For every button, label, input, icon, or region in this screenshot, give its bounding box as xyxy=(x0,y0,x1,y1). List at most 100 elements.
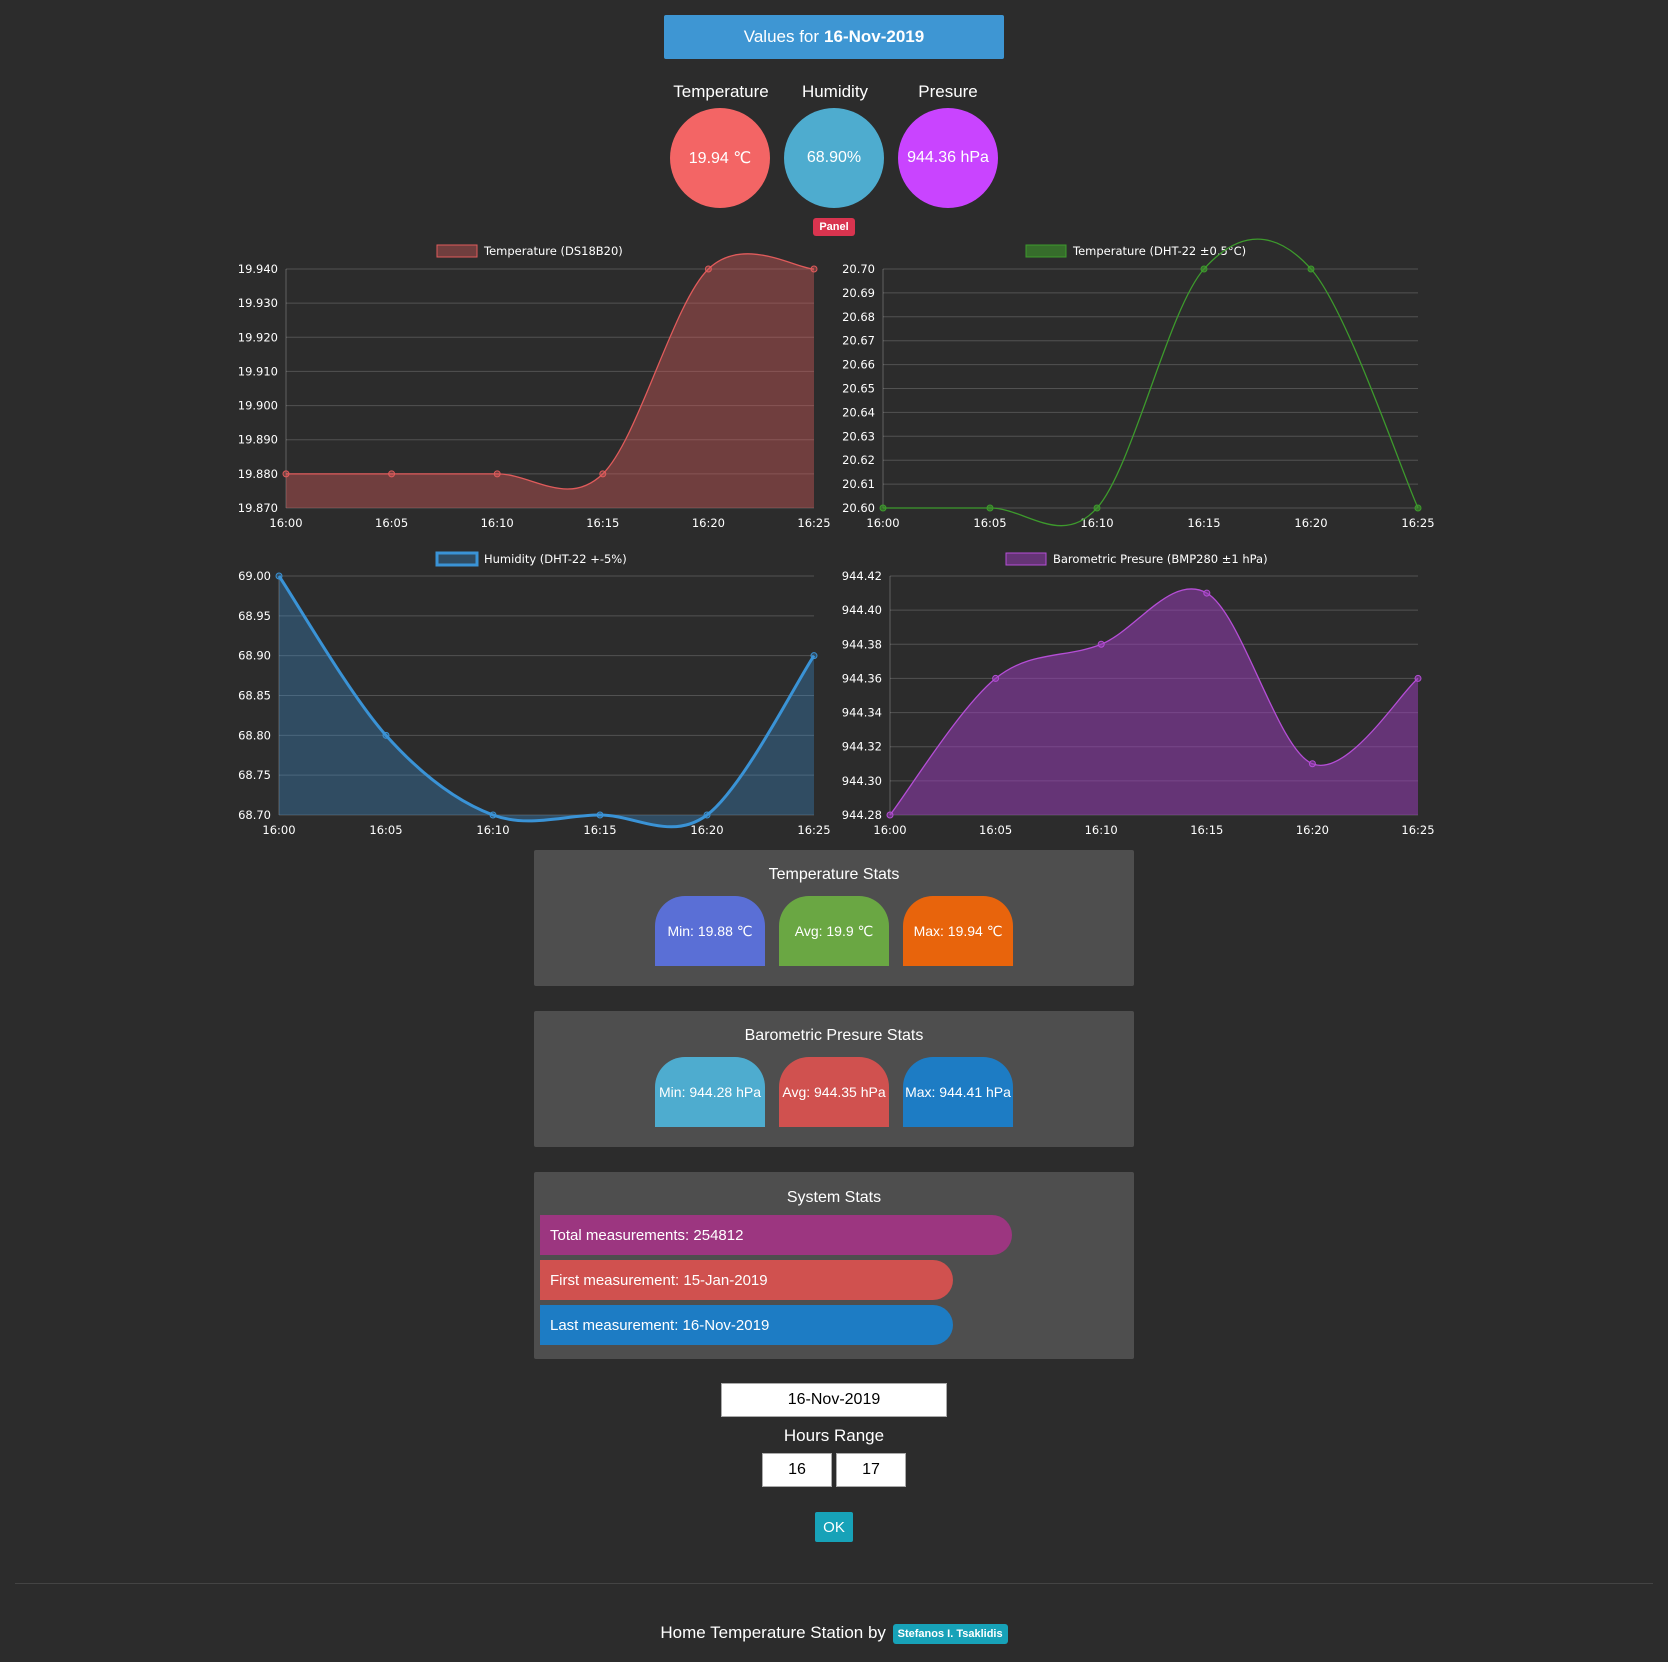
data-point xyxy=(388,470,396,478)
y-tick-label: 68.90 xyxy=(238,649,271,663)
x-tick-label: 16:20 xyxy=(1296,823,1329,837)
legend-swatch xyxy=(1005,552,1047,566)
y-tick-label: 944.34 xyxy=(842,706,882,720)
data-point xyxy=(986,504,994,512)
y-tick-label: 19.930 xyxy=(238,296,278,310)
data-point xyxy=(489,811,497,819)
y-tick-label: 20.69 xyxy=(842,286,875,300)
x-tick-label: 16:25 xyxy=(1401,516,1434,530)
first-measurement-bar: First measurement: 15-Jan-2019 xyxy=(540,1260,953,1300)
x-tick-label: 16:00 xyxy=(269,516,302,530)
date-input[interactable] xyxy=(721,1383,947,1417)
data-point xyxy=(1203,589,1211,597)
x-tick-label: 16:00 xyxy=(262,823,295,837)
data-point xyxy=(879,504,887,512)
x-tick-label: 16:15 xyxy=(1187,516,1220,530)
temperature-stats-title: Temperature Stats xyxy=(768,866,900,883)
pressure-avg-pill: Avg: 944.35 hPa xyxy=(779,1057,889,1127)
humidity-gauge-label: Humidity xyxy=(801,82,869,101)
data-point xyxy=(704,265,712,273)
legend-label: Barometric Presure (BMP280 ±1 hPa) xyxy=(1053,552,1268,566)
series-line xyxy=(889,588,1419,816)
x-tick-label: 16:25 xyxy=(797,516,830,530)
data-point xyxy=(1307,265,1315,273)
data-point xyxy=(493,470,501,478)
x-tick-label: 16:10 xyxy=(1085,823,1118,837)
footer-text: Home Temperature Station by xyxy=(660,1623,886,1642)
chart-2: Humidity (DHT-22 +-5%) 68.70 68.75 68.80 68.… xyxy=(238,551,831,837)
x-tick-label: 16:20 xyxy=(692,516,725,530)
temperature-gauge: 19.94 ℃ xyxy=(670,108,770,208)
chart-1: Temperature (DHT-22 ±0.5°C) 20.60 20.61 20.… xyxy=(842,238,1435,530)
y-tick-label: 20.68 xyxy=(842,310,875,324)
author-badge[interactable]: Stefanos I. Tsaklidis xyxy=(892,1623,1008,1644)
y-tick-label: 19.900 xyxy=(238,399,278,413)
x-tick-label: 16:05 xyxy=(973,516,1006,530)
data-point xyxy=(810,652,818,660)
x-tick-label: 16:20 xyxy=(1294,516,1327,530)
temperature-min-pill: Min: 19.88 ℃ xyxy=(655,896,765,966)
y-tick-label: 20.66 xyxy=(842,358,875,372)
y-tick-label: 20.67 xyxy=(842,334,875,348)
series-line xyxy=(883,238,1419,527)
y-tick-label: 20.65 xyxy=(842,382,875,396)
y-tick-label: 944.40 xyxy=(842,603,882,617)
pressure-stats-panel: Barometric Presure Stats Min: 944.28 hPa… xyxy=(534,1011,1134,1147)
y-tick-label: 944.28 xyxy=(842,808,882,822)
y-tick-label: 944.36 xyxy=(842,671,882,685)
x-tick-label: 16:10 xyxy=(1080,516,1113,530)
y-tick-label: 68.85 xyxy=(238,689,271,703)
chart-0: Temperature (DS18B20) 19.870 19.880 19.890 1… xyxy=(238,244,831,530)
data-point xyxy=(596,811,604,819)
y-tick-label: 944.38 xyxy=(842,637,882,651)
data-point xyxy=(1093,504,1101,512)
x-tick-label: 16:15 xyxy=(583,823,616,837)
legend-label: Temperature (DHT-22 ±0.5°C) xyxy=(1072,244,1246,258)
y-tick-label: 68.75 xyxy=(238,768,271,782)
date-title-banner: Values for 16-Nov-2019 xyxy=(664,15,1004,59)
data-point xyxy=(703,811,711,819)
series-area xyxy=(286,253,814,508)
data-point xyxy=(282,470,290,478)
y-tick-label: 68.95 xyxy=(238,609,271,623)
series-line xyxy=(277,575,816,829)
legend-label: Temperature (DS18B20) xyxy=(483,244,623,258)
system-stats-title: System Stats xyxy=(786,1189,882,1206)
data-point xyxy=(1097,640,1105,648)
data-point xyxy=(886,811,894,819)
data-point xyxy=(810,265,818,273)
legend-label: Humidity (DHT-22 +-5%) xyxy=(484,552,627,566)
pressure-stats-title: Barometric Presure Stats xyxy=(744,1027,924,1044)
total-measurements-bar: Total measurements: 254812 xyxy=(540,1215,1012,1255)
legend-swatch xyxy=(435,551,479,567)
pressure-gauge: 944.36 hPa xyxy=(898,108,998,208)
ok-button[interactable]: OK xyxy=(815,1512,853,1542)
last-measurement-bar: Last measurement: 16-Nov-2019 xyxy=(540,1305,953,1345)
x-tick-label: 16:05 xyxy=(979,823,1012,837)
y-tick-label: 944.42 xyxy=(842,569,882,583)
x-tick-label: 16:10 xyxy=(481,516,514,530)
data-point xyxy=(1200,265,1208,273)
temperature-max-pill: Max: 19.94 ℃ xyxy=(903,896,1013,966)
hour-to-input[interactable] xyxy=(836,1453,906,1487)
pressure-min-pill: Min: 944.28 hPa xyxy=(655,1057,765,1127)
y-tick-label: 20.61 xyxy=(842,477,875,491)
legend-swatch xyxy=(436,244,478,258)
x-tick-label: 16:05 xyxy=(375,516,408,530)
temperature-gauge-label: Temperature xyxy=(673,82,769,101)
pressure-max-pill: Max: 944.41 hPa xyxy=(903,1057,1013,1127)
x-tick-label: 16:00 xyxy=(866,516,899,530)
chart-3: Barometric Presure (BMP280 ±1 hPa) 944.28… xyxy=(842,552,1435,837)
data-point xyxy=(382,731,390,739)
y-tick-label: 19.920 xyxy=(238,330,278,344)
hour-from-input[interactable] xyxy=(762,1453,832,1487)
footer: Home Temperature Station by Stefanos I. … xyxy=(0,1623,1668,1644)
y-tick-label: 944.30 xyxy=(842,774,882,788)
y-tick-label: 68.70 xyxy=(238,808,271,822)
y-tick-label: 69.00 xyxy=(238,569,271,583)
panel-badge[interactable]: Panel xyxy=(813,218,855,236)
x-tick-label: 16:15 xyxy=(586,516,619,530)
legend-swatch xyxy=(1025,244,1067,258)
y-tick-label: 19.940 xyxy=(238,262,278,276)
footer-divider xyxy=(15,1583,1653,1584)
